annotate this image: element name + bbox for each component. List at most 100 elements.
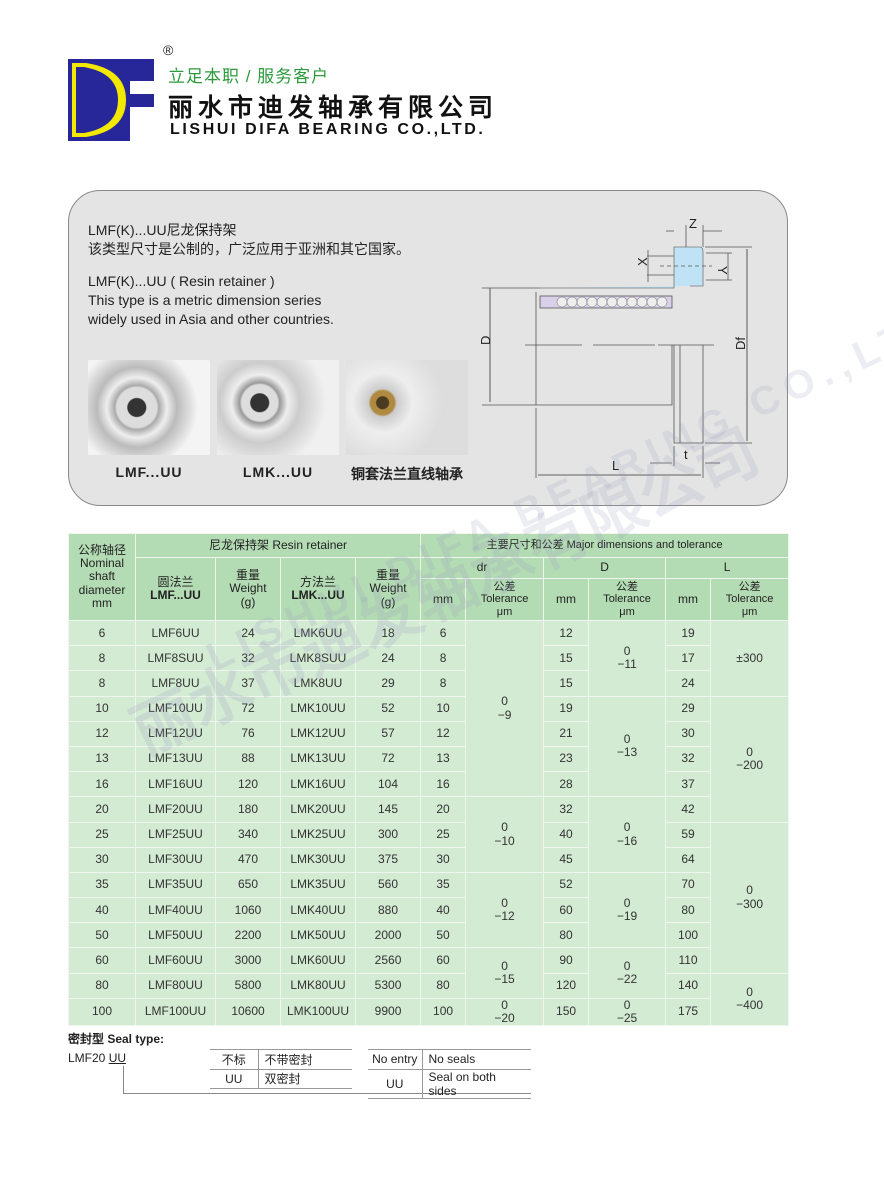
cell-lmf-model: LMF8SUU bbox=[135, 645, 216, 672]
header-D-mm: mm bbox=[543, 578, 590, 621]
header-L-mm: mm bbox=[665, 578, 712, 621]
cell-L-mm: 175 bbox=[665, 997, 712, 1027]
cell-lmk-weight: 560 bbox=[354, 871, 422, 899]
cell-nominal: 25 bbox=[68, 821, 136, 848]
cell-lmf-weight: 37 bbox=[215, 670, 281, 697]
cell-D-mm: 19 bbox=[543, 695, 590, 722]
photo-copper-flange-bearing bbox=[346, 360, 468, 455]
table-row: 80 LMF80UU 5800 LMK80UU 5300 80 120 140 0 −400 bbox=[68, 972, 790, 1027]
cell-lmk-weight: 5300 bbox=[354, 972, 422, 999]
cell-nominal: 12 bbox=[68, 720, 136, 747]
cell-lmk-model: LMK13UU bbox=[280, 745, 356, 773]
header-L-tolerance: 公差 Tolerance μm bbox=[710, 578, 790, 621]
cell-lmf-weight: 470 bbox=[215, 846, 281, 873]
cell-lmf-weight: 32 bbox=[215, 645, 281, 672]
cell-lmk-model: LMK30UU bbox=[280, 846, 356, 873]
table-row: 100 LMF100UU 10600 LMK100UU 9900 100 0 −20 150 0−… bbox=[68, 997, 789, 1027]
table-row: 25 LMF25UU 340 LMK25UU 300 25 40 59 0 −300 bbox=[68, 821, 790, 974]
cell-dr-mm: 13 bbox=[420, 745, 467, 773]
cell-nominal: 100 bbox=[68, 997, 136, 1027]
cell-lmf-model: LMF8UU bbox=[135, 670, 216, 697]
company-name-cn: 丽水市迪发轴承有限公司 bbox=[168, 94, 499, 122]
cell-lmf-weight: 10600 bbox=[215, 997, 281, 1027]
table-row: 20 LMF20UU 180 LMK20UU 145 20 0 −10 32 0 −16 42 bbox=[68, 796, 789, 873]
cell-dr-mm: 80 bbox=[420, 972, 467, 999]
cell-D-tolerance: 0 −11 bbox=[588, 620, 667, 697]
table-row: 35 LMF35UU 650 LMK35UU 560 35 0 −12 52 0 −19 70 bbox=[68, 871, 789, 949]
intro-en-desc-2: widely used in Asia and other countries. bbox=[88, 311, 334, 327]
cell-nominal: 35 bbox=[68, 871, 136, 899]
cell-lmk-weight: 18 bbox=[354, 619, 422, 647]
cell-dr-mm: 20 bbox=[420, 796, 467, 823]
cell-lmk-weight: 2560 bbox=[354, 947, 422, 974]
seal-bracket-horizontal bbox=[123, 1093, 531, 1094]
header-D-tolerance: 公差 Tolerance μm bbox=[588, 578, 667, 621]
intro-cn-title: LMF(K)...UU尼龙保持架 bbox=[88, 222, 237, 238]
photo-label-lmk: LMK...UU bbox=[242, 464, 314, 480]
cell-dr-mm: 8 bbox=[420, 670, 467, 697]
cell-dr-mm: 6 bbox=[420, 619, 467, 647]
cell-lmf-model: LMF50UU bbox=[135, 922, 216, 949]
cell-nominal: 13 bbox=[68, 745, 136, 773]
header-lmk: 方法兰 LMK...UU bbox=[280, 557, 356, 621]
cell-D-mm: 60 bbox=[543, 897, 590, 924]
cell-L-mm: 30 bbox=[665, 720, 712, 747]
cell-nominal: 20 bbox=[68, 796, 136, 823]
header-lmf-weight: 重量 Weight (g) bbox=[215, 557, 281, 621]
cell-D-mm: 90 bbox=[543, 947, 590, 974]
cell-D-mm: 52 bbox=[543, 871, 590, 899]
cell-lmf-weight: 24 bbox=[215, 619, 281, 647]
header-dr-tolerance: 公差 Tolerance μm bbox=[465, 578, 545, 621]
cell-D-mm: 32 bbox=[543, 796, 590, 823]
seal-table-en: No entry No seals UU Seal on both sides bbox=[368, 1049, 531, 1099]
cell-dr-tolerance: 0 −15 bbox=[465, 947, 545, 999]
cell-lmf-model: LMF30UU bbox=[135, 846, 216, 873]
cell-lmk-model: LMK16UU bbox=[280, 771, 356, 798]
cell-dr-mm: 16 bbox=[420, 771, 467, 798]
cell-D-mm: 15 bbox=[543, 645, 590, 672]
cell-lmf-weight: 72 bbox=[215, 695, 281, 722]
cell-lmk-weight: 24 bbox=[354, 645, 422, 672]
cell-L-mm: 37 bbox=[665, 771, 712, 798]
cell-dr-mm: 8 bbox=[420, 645, 467, 672]
header-D: D bbox=[543, 557, 667, 579]
cell-dr-tolerance: 0 −20 bbox=[465, 997, 545, 1027]
table-row: 6 LMF6UU 24 LMK6UU 18 6 0 −9 12 0 −11 19 ±300 bbox=[68, 619, 790, 798]
cell-L-mm: 59 bbox=[665, 821, 712, 848]
cell-nominal: 6 bbox=[68, 619, 136, 647]
table-row: 60 LMF60UU 3000 LMK60UU 2560 60 0 −15 90 0 −22 110 bbox=[68, 947, 789, 999]
cell-L-mm: 29 bbox=[665, 695, 712, 722]
cell-lmk-weight: 2000 bbox=[354, 922, 422, 949]
cell-lmf-weight: 1060 bbox=[215, 897, 281, 924]
cell-nominal: 60 bbox=[68, 947, 136, 974]
header-major-dimensions: 主要尺寸和公差 Major dimensions and tolerance bbox=[420, 533, 790, 558]
cell-lmk-weight: 300 bbox=[354, 821, 422, 848]
cell-lmk-model: LMK35UU bbox=[280, 871, 356, 899]
table-row: 50 LMF50UU 2200 LMK50UU 2000 50 80 100 bbox=[68, 922, 789, 949]
cell-nominal: 30 bbox=[68, 846, 136, 873]
cell-lmk-weight: 104 bbox=[354, 771, 422, 798]
slogan: 立足本职 / 服务客户 bbox=[168, 67, 330, 86]
cell-L-mm: 140 bbox=[665, 972, 712, 999]
cell-lmf-model: LMF10UU bbox=[135, 695, 216, 722]
intro-en-desc-1: This type is a metric dimension series bbox=[88, 292, 322, 308]
cell-lmk-model: LMK20UU bbox=[280, 796, 356, 823]
cell-D-mm: 23 bbox=[543, 745, 590, 773]
cell-lmk-weight: 145 bbox=[354, 796, 422, 823]
cell-lmf-weight: 88 bbox=[215, 745, 281, 773]
cell-L-tolerance: 0 −200 bbox=[710, 695, 790, 823]
cell-D-mm: 150 bbox=[543, 997, 590, 1027]
cell-lmk-weight: 375 bbox=[354, 846, 422, 873]
seal-bracket-vertical bbox=[123, 1066, 124, 1093]
seal-row: 不标 不带密封 bbox=[210, 1049, 352, 1070]
cell-L-mm: 80 bbox=[665, 897, 712, 924]
cell-lmf-weight: 3000 bbox=[215, 947, 281, 974]
cell-D-tolerance: 0 −22 bbox=[588, 947, 667, 999]
cell-lmf-weight: 5800 bbox=[215, 972, 281, 999]
cell-lmf-model: LMF80UU bbox=[135, 972, 216, 999]
specification-table: 公称轴径 Nominal shaft diameter mm 尼龙保持架 Resin… bbox=[68, 533, 790, 1027]
cell-lmf-model: LMF40UU bbox=[135, 897, 216, 924]
cell-dr-mm: 10 bbox=[420, 695, 467, 722]
cell-lmf-weight: 340 bbox=[215, 821, 281, 848]
cell-D-mm: 21 bbox=[543, 720, 590, 747]
